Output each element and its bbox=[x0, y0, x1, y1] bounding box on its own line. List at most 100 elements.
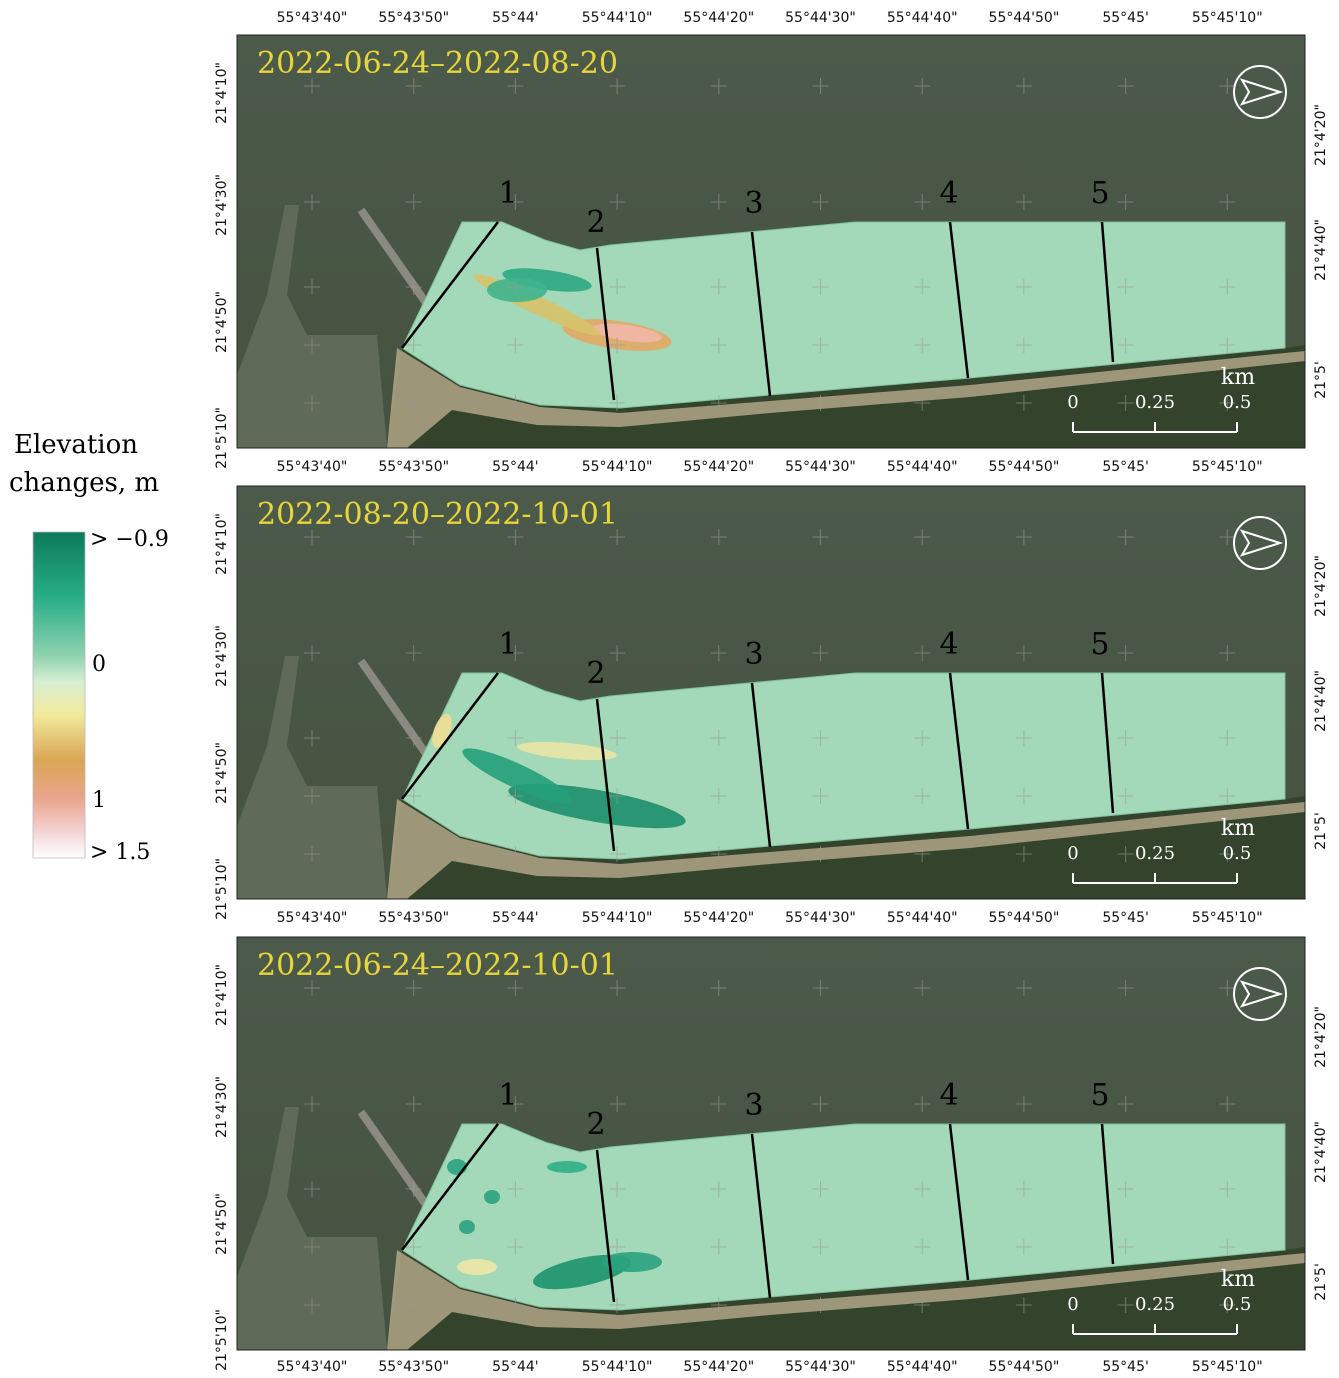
grid-cross bbox=[507, 395, 524, 411]
latitude-label: 21°5'10" bbox=[214, 858, 230, 920]
grid-cross bbox=[405, 980, 422, 996]
grid-cross bbox=[1015, 1239, 1032, 1255]
grid-cross bbox=[710, 788, 727, 804]
grid-cross bbox=[914, 980, 931, 996]
grid-cross bbox=[812, 846, 829, 862]
grid-cross bbox=[914, 1181, 931, 1197]
grid-cross bbox=[812, 788, 829, 804]
grid-cross bbox=[812, 78, 829, 94]
grid-cross bbox=[710, 1181, 727, 1197]
transect-line bbox=[595, 247, 616, 401]
grid-cross bbox=[710, 846, 727, 862]
grid-cross bbox=[304, 730, 320, 746]
grid-cross bbox=[405, 194, 422, 210]
north-arrow-circle bbox=[1233, 967, 1287, 1021]
grid-cross bbox=[304, 529, 320, 545]
legend-color-bar bbox=[32, 531, 86, 859]
scale-unit: km bbox=[1221, 365, 1255, 390]
grid-cross bbox=[710, 194, 727, 210]
grid-cross bbox=[812, 1239, 829, 1255]
grid-cross bbox=[609, 1181, 626, 1197]
longitude-label: 55°44'10" bbox=[582, 459, 653, 475]
scale-label: 0.5 bbox=[1223, 843, 1252, 864]
grid-cross bbox=[1117, 1096, 1134, 1112]
elevation-change-patch bbox=[602, 1252, 662, 1272]
grid-cross bbox=[1219, 846, 1236, 862]
grid-cross bbox=[304, 337, 320, 353]
grid-cross bbox=[304, 788, 320, 804]
grid-cross bbox=[405, 279, 422, 295]
grid-cross bbox=[405, 1181, 422, 1197]
grid-cross bbox=[1015, 279, 1032, 295]
longitude-label: 55°44'50" bbox=[989, 1359, 1060, 1375]
latitude-label: 21°5' bbox=[1313, 361, 1329, 399]
grid-cross bbox=[1219, 645, 1236, 661]
grid-cross bbox=[710, 645, 727, 661]
transect-label: 2 bbox=[586, 656, 605, 691]
scale-label: 0.25 bbox=[1135, 392, 1175, 413]
beach bbox=[387, 1250, 1305, 1350]
grid-cross bbox=[914, 337, 931, 353]
legend-label: 0 bbox=[92, 652, 106, 677]
grid-cross bbox=[1219, 337, 1236, 353]
latitude-label: 21°4'20" bbox=[1313, 1006, 1329, 1068]
legend-label: > −0.9 bbox=[90, 527, 169, 552]
grid-cross bbox=[405, 395, 422, 411]
transect-line bbox=[948, 672, 970, 830]
panel-title: 2022-08-20–2022-10-01 bbox=[257, 497, 618, 532]
grid-cross bbox=[1117, 395, 1134, 411]
grid-cross bbox=[405, 1239, 422, 1255]
longitude-label: 55°44'10" bbox=[582, 10, 653, 26]
grid-cross bbox=[405, 1096, 422, 1112]
grid-cross bbox=[609, 529, 626, 545]
map-panel: 1 2 3 4 5 2022-06-24–2022-10-01 km 0 0.25 0.5 bbox=[236, 936, 1306, 1351]
grid-cross bbox=[405, 730, 422, 746]
grid-cross bbox=[914, 1239, 931, 1255]
grid-cross bbox=[304, 1239, 320, 1255]
grid-cross bbox=[914, 1096, 931, 1112]
transect-line bbox=[948, 221, 970, 379]
transect-line bbox=[750, 1133, 772, 1299]
longitude-label: 55°43'50" bbox=[378, 1359, 449, 1375]
elevation-change-patch bbox=[462, 748, 572, 804]
latitude-label: 21°4'10" bbox=[214, 513, 230, 575]
longitude-label: 55°45'10" bbox=[1192, 1359, 1263, 1375]
grid-cross bbox=[710, 337, 727, 353]
grid-cross bbox=[1219, 1096, 1236, 1112]
transect-label: 4 bbox=[939, 627, 958, 662]
grid-cross bbox=[1219, 279, 1236, 295]
grid-cross bbox=[1117, 1297, 1134, 1313]
grid-cross bbox=[507, 78, 524, 94]
grid-cross bbox=[1117, 1181, 1134, 1197]
grid-cross bbox=[405, 645, 422, 661]
elevation-change-patch bbox=[547, 1161, 587, 1173]
grid-cross bbox=[1117, 788, 1134, 804]
longitude-label: 55°44'20" bbox=[683, 10, 754, 26]
grid-cross bbox=[1117, 846, 1134, 862]
grid-cross bbox=[1015, 980, 1032, 996]
latitude-label: 21°4'10" bbox=[214, 964, 230, 1026]
map-panel: 1 2 3 4 5 2022-06-24–2022-08-20 km 0 0.25 0.5 bbox=[236, 34, 1306, 449]
transect-label: 2 bbox=[586, 1107, 605, 1142]
longitude-label: 55°43'50" bbox=[378, 459, 449, 475]
transect-label: 5 bbox=[1090, 627, 1109, 662]
longitude-label: 55°44'40" bbox=[887, 459, 958, 475]
grid-cross bbox=[812, 1181, 829, 1197]
grid-cross bbox=[304, 279, 320, 295]
north-arrow bbox=[1239, 78, 1284, 106]
grid-cross bbox=[609, 730, 626, 746]
grid-cross bbox=[1015, 730, 1032, 746]
transect-line bbox=[1100, 221, 1115, 363]
grid-cross bbox=[1219, 1297, 1236, 1313]
grid-cross bbox=[1015, 529, 1032, 545]
scale-label: 0.25 bbox=[1135, 843, 1175, 864]
grid-cross bbox=[812, 529, 829, 545]
transect-label: 1 bbox=[498, 627, 517, 662]
grid-cross bbox=[304, 645, 320, 661]
longitude-label: 55°44'30" bbox=[785, 910, 856, 926]
grid-cross bbox=[1219, 1181, 1236, 1197]
grid-cross bbox=[1015, 194, 1032, 210]
transect-line bbox=[948, 1123, 970, 1281]
longitude-label: 55°44' bbox=[492, 10, 538, 26]
transect-line bbox=[595, 698, 616, 852]
